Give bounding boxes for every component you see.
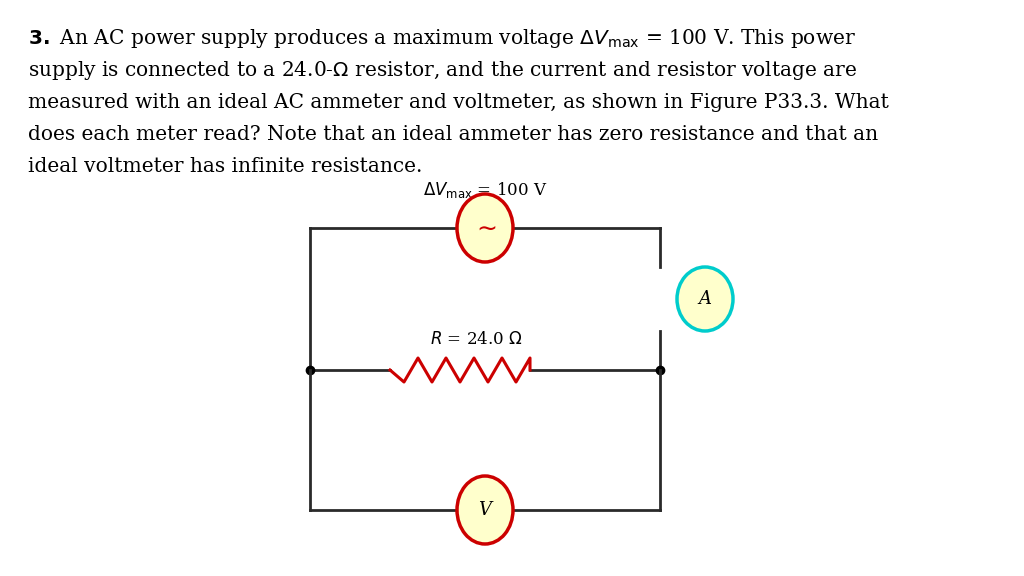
Text: $R$ = 24.0 $\Omega$: $R$ = 24.0 $\Omega$	[430, 332, 522, 348]
Text: $\Delta V_{\mathrm{max}}$ = 100 V: $\Delta V_{\mathrm{max}}$ = 100 V	[423, 180, 547, 200]
Text: $\mathbf{3.}$ An AC power supply produces a maximum voltage $\Delta V_{\mathrm{m: $\mathbf{3.}$ An AC power supply produce…	[28, 26, 856, 50]
Text: does each meter read? Note that an ideal ammeter has zero resistance and that an: does each meter read? Note that an ideal…	[28, 124, 879, 143]
Text: A: A	[698, 290, 712, 308]
Ellipse shape	[457, 476, 513, 544]
Text: ideal voltmeter has infinite resistance.: ideal voltmeter has infinite resistance.	[28, 157, 422, 176]
Text: V: V	[478, 501, 492, 519]
Ellipse shape	[457, 194, 513, 262]
Ellipse shape	[677, 267, 733, 331]
Text: measured with an ideal AC ammeter and voltmeter, as shown in Figure P33.3. What: measured with an ideal AC ammeter and vo…	[28, 93, 889, 112]
Text: $\sim$: $\sim$	[472, 216, 498, 240]
Text: supply is connected to a 24.0-$\Omega$ resistor, and the current and resistor vo: supply is connected to a 24.0-$\Omega$ r…	[28, 59, 857, 81]
